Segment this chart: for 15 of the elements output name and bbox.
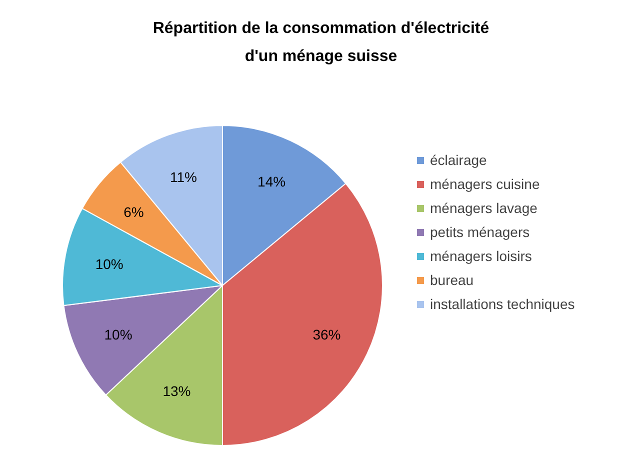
data-label: 6% xyxy=(124,204,144,220)
legend-label: petits ménagers xyxy=(430,224,530,240)
data-label: 11% xyxy=(170,169,197,186)
data-label: 14% xyxy=(258,173,286,190)
legend-label: bureau xyxy=(430,272,474,288)
data-label: 10% xyxy=(104,326,132,343)
data-label: 13% xyxy=(162,383,191,400)
legend-label: ménagers cuisine xyxy=(430,176,540,192)
legend-label: éclairage xyxy=(430,152,487,168)
data-label: 36% xyxy=(312,326,341,343)
legend-label: ménagers loisirs xyxy=(430,248,532,264)
legend-label: installations techniques xyxy=(430,296,575,312)
legend-label: ménagers lavage xyxy=(430,200,538,216)
data-label: 10% xyxy=(95,256,124,272)
chart-title: Répartition de la consommation d'électricité d'un ménage suisse xyxy=(152,20,490,65)
